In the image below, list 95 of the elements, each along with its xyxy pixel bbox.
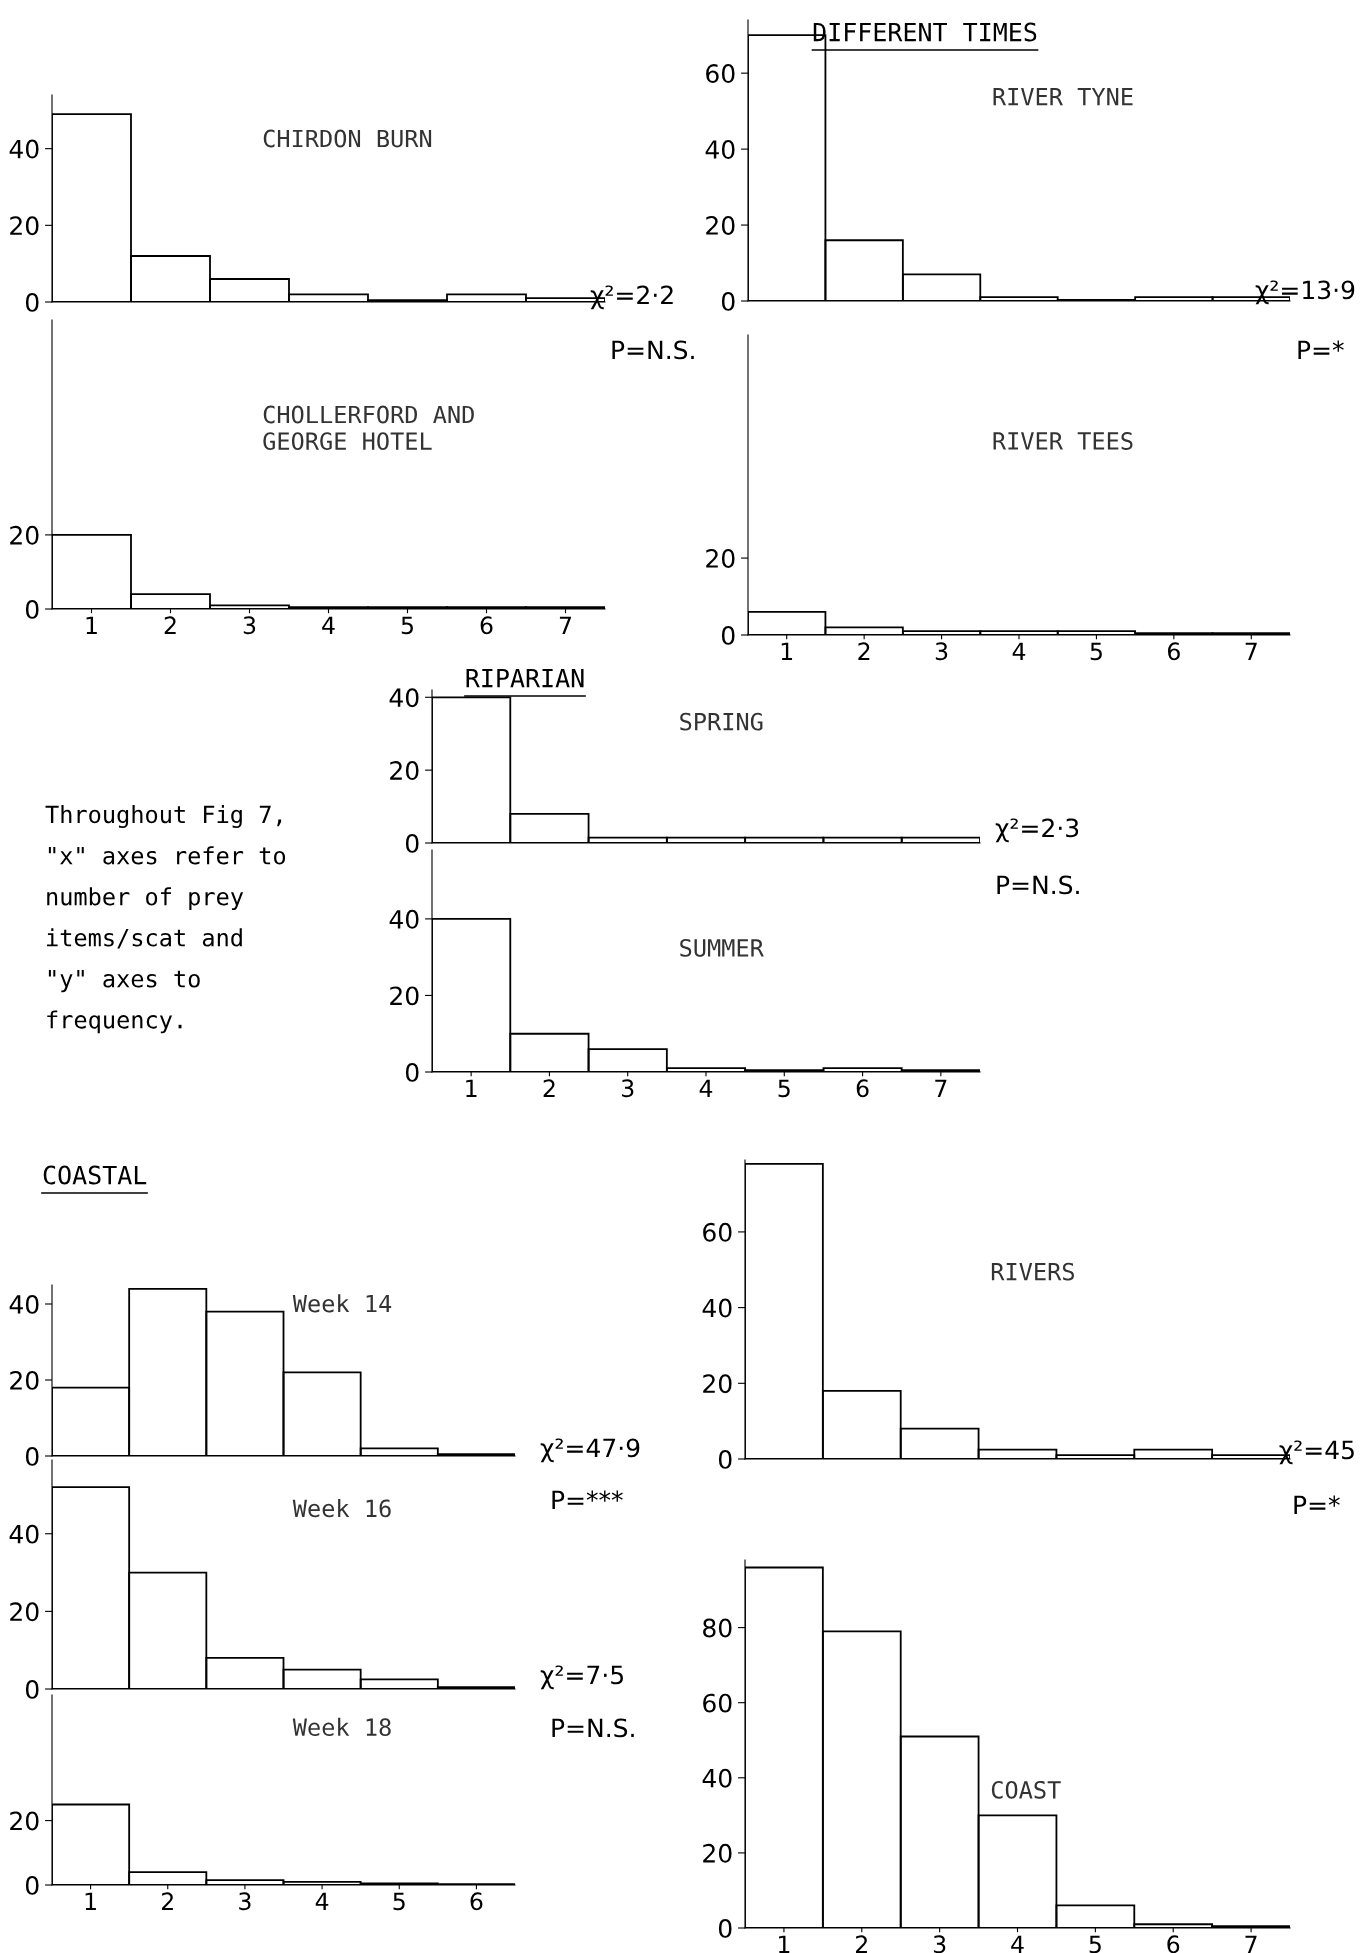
y-tick-label: 20 — [706, 549, 735, 568]
text: COASTAL — [43, 1165, 147, 1185]
y-tick-label: 0 — [25, 599, 39, 619]
chart-title: Week 14 — [292, 1294, 392, 1313]
x-tick-label: 2 — [543, 1079, 555, 1097]
x-tick-label: 7 — [559, 616, 571, 634]
text: P=*** — [552, 1490, 623, 1509]
x-tick-label: 4 — [699, 1079, 713, 1097]
y-tick-label: 60 — [703, 1222, 732, 1242]
y-tick-label: 0 — [405, 833, 419, 853]
x-tick-label: 6 — [1167, 1935, 1180, 1953]
x-tick-label: 1 — [779, 1935, 790, 1953]
y-tick-label: 0 — [721, 291, 735, 311]
y-tick-label: 0 — [718, 1449, 732, 1469]
text: χ²=7·5 — [540, 1665, 623, 1690]
y-tick-label: 20 — [10, 1602, 39, 1622]
x-tick-label: 3 — [622, 1079, 634, 1098]
x-tick-label: 2 — [164, 616, 176, 634]
y-tick-label: 0 — [718, 1918, 732, 1938]
y-tick-label: 0 — [25, 1446, 39, 1466]
text: P=N.S. — [997, 875, 1079, 895]
y-tick-label: 20 — [390, 986, 419, 1006]
y-tick-label: 20 — [10, 525, 39, 545]
y-tick-label: 40 — [702, 1298, 732, 1318]
y-tick-label: 20 — [10, 216, 39, 236]
x-tick-label: 2 — [856, 1935, 867, 1953]
text: SUMMER — [680, 938, 764, 957]
x-tick-label: 4 — [1011, 1935, 1024, 1953]
x-tick-label: 3 — [935, 642, 948, 661]
x-tick-label: 2 — [858, 642, 870, 660]
y-tick-label: 0 — [721, 625, 735, 645]
y-tick-label: 20 — [703, 1843, 732, 1863]
y-tick-label: 0 — [25, 1875, 39, 1895]
y-tick-label: 20 — [10, 1370, 39, 1390]
x-tick-label: 3 — [933, 1935, 946, 1953]
x-tick-label: 2 — [161, 1892, 173, 1910]
annotation: χ²=2·2 — [590, 285, 673, 310]
x-tick-label: 7 — [1245, 642, 1257, 660]
text: P=* — [1298, 340, 1344, 359]
x-tick-label: 1 — [466, 1079, 477, 1097]
y-tick-label: 0 — [25, 1679, 39, 1699]
y-tick-label: 40 — [705, 140, 735, 159]
text: CHIRDON BURN — [263, 129, 432, 148]
y-tick-label: 80 — [703, 1618, 732, 1638]
y-tick-label: 60 — [706, 64, 735, 84]
text: P=N.S. — [612, 340, 694, 360]
x-tick-label: 4 — [322, 616, 335, 634]
text: Throughout Fig 7, "x" axes refer to number of prey items/scat and "y" axes to frequency. — [45, 805, 286, 1034]
y-tick-label: 20 — [390, 761, 419, 780]
x-tick-label: 5 — [401, 616, 413, 635]
text: COAST — [991, 1780, 1061, 1799]
x-tick-label: 6 — [1167, 642, 1180, 661]
text: χ²=47·9 — [540, 1438, 640, 1463]
y-tick-label: 0 — [25, 292, 39, 312]
x-tick-label: 6 — [470, 1892, 483, 1911]
x-tick-label: 5 — [1090, 642, 1102, 661]
x-tick-label: 3 — [239, 1892, 251, 1911]
text: RIVER TEES — [993, 432, 1133, 450]
x-tick-label: 4 — [1012, 642, 1026, 660]
text: RIPARIAN — [466, 668, 584, 688]
x-tick-label: 4 — [315, 1892, 329, 1910]
text: SPRING — [680, 712, 763, 731]
x-tick-label: 6 — [480, 616, 493, 635]
text: RIVER TYNE — [993, 88, 1133, 106]
text: P=N.S. — [552, 1718, 634, 1738]
y-tick-label: 40 — [702, 1768, 732, 1788]
text: P=* — [1294, 1495, 1340, 1514]
annotation: χ²=13·9 — [1255, 280, 1355, 305]
x-tick-label: 5 — [393, 1892, 405, 1911]
y-tick-label: 20 — [10, 1811, 39, 1831]
y-tick-label: 40 — [389, 688, 419, 708]
annotation: χ²=45 — [1279, 1440, 1354, 1465]
y-tick-label: 40 — [389, 909, 419, 929]
text: RIVERS — [991, 1262, 1074, 1281]
text: χ²=2·3 — [995, 818, 1079, 843]
x-tick-label: 5 — [778, 1079, 790, 1098]
text: CHOLLERFORD AND GEORGE HOTEL — [263, 405, 474, 451]
x-tick-label: 1 — [85, 1892, 96, 1910]
x-tick-label: 3 — [243, 616, 256, 635]
y-tick-label: 20 — [706, 216, 735, 235]
x-tick-label: 7 — [1245, 1935, 1257, 1953]
text: Week 16 — [292, 1499, 391, 1518]
y-tick-label: 0 — [405, 1062, 419, 1082]
annotation: DIFFERENT TIMES — [813, 22, 1037, 42]
x-tick-label: 7 — [935, 1079, 947, 1097]
y-tick-label: 40 — [9, 1294, 39, 1314]
y-tick-label: 40 — [9, 1524, 39, 1544]
x-tick-label: 1 — [86, 616, 97, 634]
y-tick-label: 40 — [9, 139, 39, 159]
y-tick-label: 60 — [703, 1693, 732, 1713]
text: Week 18 — [292, 1717, 391, 1737]
x-tick-label: 1 — [781, 642, 793, 660]
x-tick-label: 6 — [856, 1079, 869, 1098]
x-tick-label: 5 — [1089, 1935, 1101, 1953]
y-tick-label: 20 — [703, 1374, 732, 1394]
